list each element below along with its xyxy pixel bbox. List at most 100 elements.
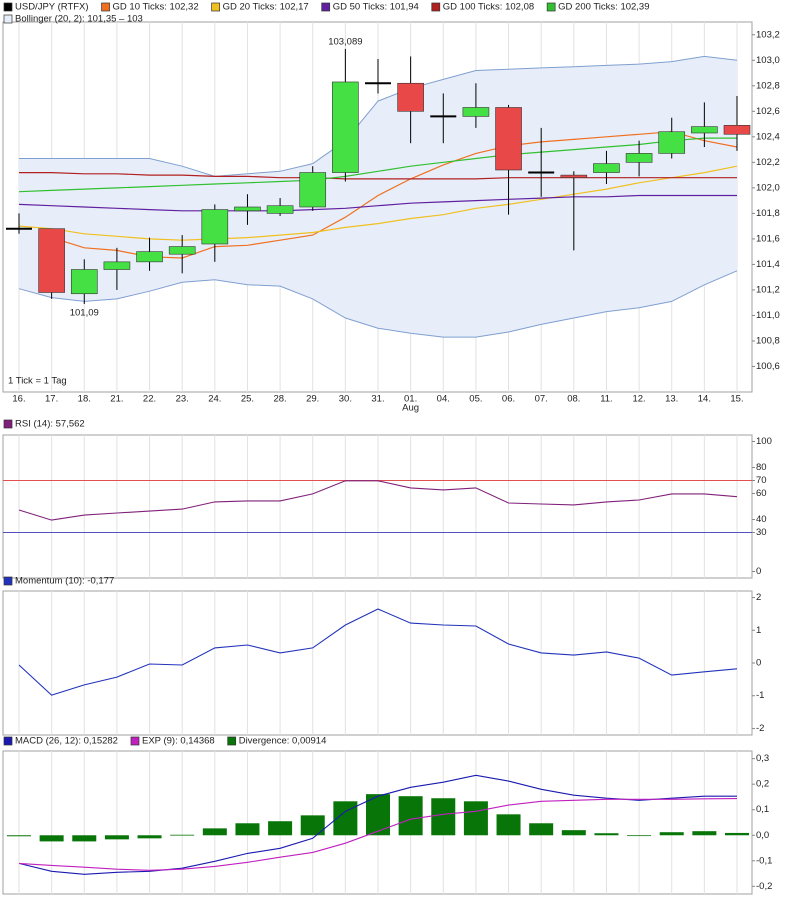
candle-body: [560, 174, 588, 178]
x-tick-label: 07.: [535, 394, 548, 405]
y-tick-label: 2: [756, 592, 761, 603]
bar: [725, 832, 749, 836]
x-tick-label: 28.: [273, 394, 286, 405]
x-tick-label: 04.: [437, 394, 450, 405]
y-tick-label: 102,8: [756, 80, 780, 91]
candle-body: [38, 228, 65, 293]
y-tick-label: 100: [756, 436, 772, 447]
legend-label: EXP (9): 0,14368: [142, 736, 215, 747]
legend-swatch: [130, 736, 140, 746]
legend-swatch: [321, 2, 331, 12]
y-tick-label: 0: [756, 566, 761, 577]
y-tick-label: 0,1: [756, 804, 769, 815]
x-tick-label: 23.: [176, 394, 189, 405]
candle-body: [299, 172, 327, 208]
y-tick-label: 101,4: [756, 259, 780, 270]
bar: [398, 796, 423, 836]
bar: [529, 823, 554, 836]
y-tick-label: 70: [756, 475, 767, 486]
legend-swatch: [3, 576, 13, 586]
bar: [300, 815, 325, 836]
bar: [268, 821, 293, 836]
legend-label: GD 10 Ticks: 102,32: [113, 2, 199, 13]
candle-body: [136, 251, 163, 263]
legend-swatch: [3, 2, 13, 12]
x-tick-label: 18.: [78, 394, 91, 405]
y-tick-label: 101,6: [756, 233, 780, 244]
high-label: 103,089: [328, 36, 362, 47]
bar: [627, 835, 652, 837]
candle-body: [691, 126, 718, 134]
bar: [496, 814, 521, 836]
legend-swatch: [227, 736, 237, 746]
x-tick-label: 13.: [665, 394, 678, 405]
x-tick-label: 17.: [45, 394, 58, 405]
y-tick-label: 30: [756, 527, 767, 538]
x-tick-label: 01.: [404, 394, 417, 405]
y-tick-label: 101,8: [756, 208, 780, 219]
x-tick-label: 14.: [698, 394, 711, 405]
x-sub-label: Aug: [402, 403, 419, 414]
legend-swatch: [3, 419, 13, 429]
bar: [170, 834, 195, 836]
bar: [72, 835, 97, 842]
bar: [594, 833, 619, 836]
y-tick-label: 1: [756, 625, 761, 636]
footnote: 1 Tick = 1 Tag: [8, 376, 67, 387]
x-tick-label: 29.: [306, 394, 319, 405]
y-tick-label: 103,2: [756, 29, 780, 40]
y-tick-label: 100,6: [756, 361, 780, 372]
legend-swatch: [546, 2, 556, 12]
legend-label: GD 200 Ticks: 102,39: [558, 2, 649, 13]
candle-body: [168, 246, 196, 255]
y-tick-label: 103,0: [756, 55, 780, 66]
legend-label: GD 20 Ticks: 102,17: [223, 2, 309, 13]
bar: [137, 835, 162, 839]
candle-body: [70, 269, 98, 295]
candle-body: [103, 261, 131, 270]
band-upper: [19, 55, 738, 177]
band-lower: [18, 270, 738, 338]
x-tick-label: 21.: [110, 394, 123, 405]
legend-label: MACD (26, 12): 0,15282: [15, 736, 118, 747]
legend-swatch: [3, 14, 13, 24]
x-tick-label: 16.: [12, 394, 25, 405]
legend-label: Momentum (10): -0,177: [15, 576, 114, 587]
y-tick-label: -1: [756, 690, 764, 701]
candle-body: [332, 81, 359, 173]
x-tick-label: 15.: [730, 394, 743, 405]
y-tick-label: -2: [756, 723, 764, 734]
line: [18, 798, 738, 871]
candle-body: [462, 107, 490, 117]
line: [18, 608, 738, 696]
candle-body: [201, 209, 229, 245]
candle-body: [266, 205, 294, 214]
y-tick-label: 60: [756, 488, 767, 499]
bar: [104, 835, 129, 840]
x-tick-label: 24.: [208, 394, 221, 405]
legend-swatch: [211, 2, 220, 12]
moving-average: [18, 137, 737, 193]
candle-body: [658, 131, 686, 154]
bar: [659, 832, 684, 836]
x-tick-label: 08.: [567, 394, 580, 405]
legend-label: USD/JPY (RTFX): [15, 2, 89, 13]
legend-label: GD 50 Ticks: 101,94: [333, 2, 419, 13]
legend-label: Divergence: 0,00914: [239, 736, 327, 747]
y-tick-label: 102,6: [756, 106, 780, 117]
x-tick-label: 31.: [371, 394, 384, 405]
candle-body: [495, 107, 522, 171]
x-tick-label: 06.: [502, 394, 515, 405]
y-tick-label: 0,3: [756, 753, 769, 764]
y-tick-label: 101,2: [756, 284, 780, 295]
bar: [235, 823, 260, 836]
y-tick-label: 40: [756, 514, 767, 525]
legend-label: GD 100 Ticks: 102,08: [443, 2, 534, 13]
candle-body: [397, 82, 424, 112]
candle-body: [234, 206, 261, 212]
band-area: [19, 56, 737, 338]
line: [18, 480, 738, 521]
bar: [692, 831, 717, 836]
